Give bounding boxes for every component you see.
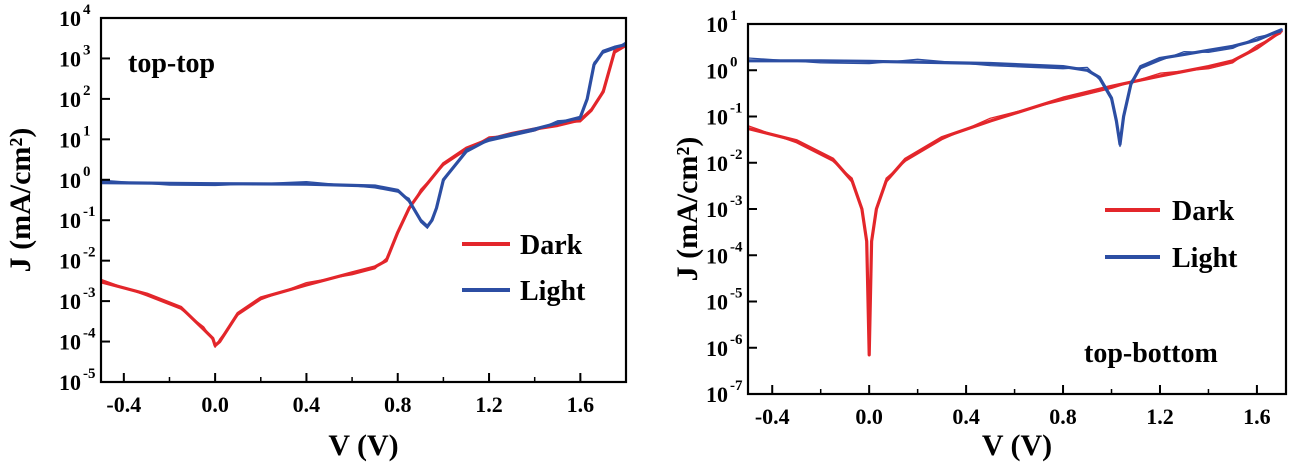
chart-2-ytick-label: 10 (706, 382, 728, 407)
chart-2-xtick-label: 0.8 (1049, 404, 1077, 429)
chart-2-legend-dark-label: Dark (1172, 196, 1235, 227)
chart-1-ytick-exponent: -3 (83, 285, 96, 301)
chart-1-legend-dark-label: Dark (520, 230, 583, 261)
chart-1-ytick-exponent: -2 (83, 245, 96, 261)
chart-1-ytick-exponent: 0 (83, 164, 91, 180)
chart-2-ytick-exponent: -6 (730, 332, 743, 348)
chart-2-annotation: top-bottom (1084, 338, 1218, 369)
chart-1-series-dark-trace (101, 45, 626, 348)
chart-2-ytick-exponent: -5 (730, 286, 743, 302)
chart-1-ytick-label: 10 (59, 6, 81, 31)
chart-2-series-light-line (748, 28, 1283, 146)
chart-2-xlabel: V (V) (982, 429, 1052, 462)
chart-1-xtick-label: 0.0 (201, 392, 229, 417)
chart-1-ylabel: J (mA/cm²) (4, 128, 37, 273)
chart-2-ytick-label: 10 (706, 151, 728, 176)
chart-2-ylabel: J (mA/cm²) (671, 137, 704, 282)
chart-1-ytick-exponent: 1 (83, 123, 91, 139)
chart-1-series-light-trace (101, 41, 626, 229)
chart-2-series-dark-trace (748, 32, 1282, 353)
chart-2: -0.4 0.0 0.4 0.8 1.2 1.610 -710 -610 -510 -410 -31… (671, 8, 1288, 462)
chart-1-ytick-exponent: 3 (83, 42, 91, 58)
chart-1-ytick-label: 10 (59, 87, 81, 112)
chart-1-ytick-label: 10 (59, 127, 81, 152)
chart-2-xtick-label: -0.4 (755, 404, 790, 429)
chart-1-ytick-label: 10 (59, 289, 81, 314)
chart-2-ytick-exponent: 1 (730, 8, 738, 24)
chart-2-series-light-trace (748, 31, 1282, 148)
chart-1-xlabel: V (V) (328, 429, 398, 462)
chart-1-xtick-label: 1.2 (475, 392, 503, 417)
chart-1-plot-frame (99, 16, 628, 384)
chart-2-ytick-exponent: -4 (730, 239, 743, 255)
chart-1-xtick-label: 1.6 (567, 392, 595, 417)
chart-1-ytick-exponent: 4 (83, 2, 91, 18)
chart-2-ytick-exponent: -7 (730, 378, 743, 394)
chart-1-ytick-exponent: -1 (83, 204, 96, 220)
chart-1-ytick-exponent: -5 (83, 366, 96, 382)
chart-2-ytick-label: 10 (706, 197, 728, 222)
chart-1: -0.4 0.0 0.4 0.8 1.2 1.610 -510 -410 -310 -210 -11… (4, 2, 628, 462)
chart-2-ytick-label: 10 (706, 105, 728, 130)
chart-2-ytick-label: 10 (706, 12, 728, 37)
chart-1-ytick-label: 10 (59, 46, 81, 71)
chart-2-ytick-exponent: 0 (730, 54, 738, 70)
chart-2-ytick-label: 10 (706, 290, 728, 315)
chart-2-xtick-label: 1.6 (1243, 404, 1271, 429)
chart-2-xtick-label: 0.0 (855, 404, 883, 429)
chart-2-ytick-exponent: -3 (730, 193, 743, 209)
chart-2-ytick-exponent: -2 (730, 147, 743, 163)
chart-1-xtick-label: 0.8 (384, 392, 412, 417)
chart-2-series-dark-line (748, 29, 1283, 357)
chart-2-legend-light-label: Light (1172, 243, 1238, 274)
chart-1-ytick-label: 10 (59, 370, 81, 395)
chart-2-xtick-label: 0.4 (952, 404, 980, 429)
chart-1-ytick-label: 10 (59, 330, 81, 355)
chart-2-xtick-label: 1.2 (1146, 404, 1174, 429)
chart-1-ytick-label: 10 (59, 208, 81, 233)
chart-2-ytick-exponent: -1 (730, 101, 743, 117)
chart-1-ytick-exponent: 2 (83, 83, 91, 99)
chart-2-ytick-label: 10 (706, 58, 728, 83)
chart-1-xtick-label: 0.4 (293, 392, 321, 417)
chart-2-ytick-label: 10 (706, 336, 728, 361)
chart-2-ytick-label: 10 (706, 243, 728, 268)
chart-1-ytick-exponent: -4 (83, 326, 96, 342)
chart-1-legend-light-label: Light (520, 276, 586, 307)
chart-1-ytick-label: 10 (59, 168, 81, 193)
chart-1-xtick-label: -0.4 (106, 392, 141, 417)
chart-1-annotation: top-top (128, 48, 215, 79)
chart-1-ytick-label: 10 (59, 249, 81, 274)
